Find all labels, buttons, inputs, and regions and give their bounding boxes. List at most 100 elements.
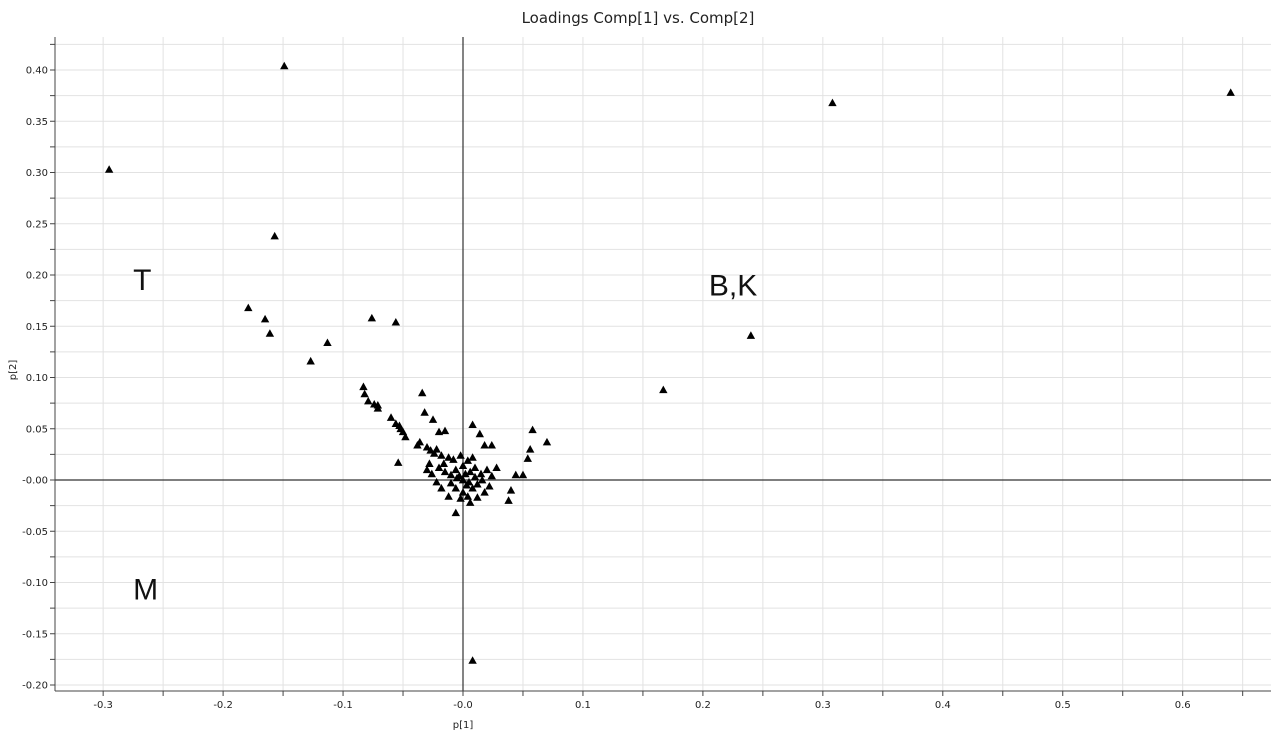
- region-label: M: [133, 574, 158, 607]
- data-point: [659, 385, 668, 394]
- y-tick-label: -0.20: [22, 681, 48, 692]
- data-point: [480, 440, 489, 449]
- data-point: [475, 429, 484, 438]
- data-point: [468, 656, 477, 664]
- data-point: [449, 455, 458, 463]
- data-point: [477, 475, 487, 484]
- data-point: [434, 463, 444, 472]
- data-point: [463, 492, 472, 500]
- data-point: [244, 303, 253, 312]
- x-tick-label: -0.0: [453, 700, 473, 711]
- data-point: [430, 449, 439, 457]
- data-point: [323, 338, 332, 347]
- region-label: B,K: [709, 269, 757, 302]
- data-point: [473, 479, 482, 488]
- x-tick-label: -0.3: [93, 700, 113, 711]
- data-point: [432, 445, 441, 453]
- y-tick-label: -0.05: [22, 527, 48, 538]
- data-point: [456, 494, 465, 502]
- data-point: [418, 388, 427, 397]
- data-point: [434, 427, 444, 436]
- data-point: [104, 165, 114, 173]
- x-tick-label: 0.2: [695, 700, 711, 711]
- x-axis-label: p[1]: [453, 720, 474, 731]
- data-point: [425, 459, 434, 467]
- data-point: [485, 481, 494, 490]
- y-tick-label: -0.00: [22, 476, 48, 487]
- data-point: [470, 472, 480, 481]
- data-point: [468, 453, 477, 461]
- data-points: [104, 61, 1235, 664]
- data-point: [518, 470, 528, 479]
- data-point: [394, 458, 403, 466]
- data-point: [511, 470, 520, 479]
- data-point: [386, 413, 396, 421]
- x-tick-label: -0.2: [213, 700, 233, 711]
- data-point: [444, 453, 453, 461]
- data-point: [523, 454, 532, 462]
- y-tick-label: -0.10: [22, 578, 48, 589]
- data-point: [439, 459, 449, 467]
- data-point: [458, 475, 468, 484]
- data-point: [473, 493, 482, 501]
- axis-ticks: -0.3 -0.2 -0.1 -0.0 0.1 0.2 0.3 0.4 0.5 0.6 0.40 0.…: [22, 43, 1244, 711]
- data-point: [364, 396, 373, 405]
- data-point: [451, 465, 461, 474]
- data-point: [462, 480, 471, 489]
- data-point: [455, 471, 464, 480]
- y-tick-label: 0.35: [26, 117, 48, 128]
- y-tick-label: -0.15: [22, 629, 48, 640]
- data-point: [506, 486, 516, 494]
- data-point: [465, 467, 475, 476]
- data-point: [476, 469, 486, 478]
- x-tick-label: 0.4: [935, 700, 951, 711]
- y-tick-label: 0.30: [26, 168, 48, 179]
- y-tick-label: 0.25: [26, 219, 48, 230]
- data-point: [487, 440, 496, 449]
- region-labels: T B,K M: [133, 264, 757, 607]
- y-tick-label: 0.20: [26, 271, 48, 282]
- data-point: [280, 61, 289, 70]
- data-point: [432, 477, 441, 486]
- data-point: [444, 492, 453, 500]
- y-tick-label: 0.10: [26, 373, 48, 384]
- data-point: [265, 329, 275, 337]
- grid-lines: [55, 37, 1271, 691]
- x-tick-label: 0.5: [1055, 700, 1071, 711]
- x-tick-label: -0.1: [333, 700, 353, 711]
- data-point: [413, 440, 422, 449]
- data-point: [437, 484, 446, 492]
- data-point: [270, 231, 279, 240]
- x-tick-label: 0.3: [815, 700, 831, 711]
- x-tick-label: 0.1: [575, 700, 591, 711]
- data-point: [426, 446, 435, 454]
- data-point: [482, 465, 492, 474]
- data-point: [468, 484, 477, 492]
- data-point: [422, 465, 432, 474]
- y-axis-label: p[2]: [8, 360, 19, 381]
- data-point: [456, 451, 465, 459]
- data-point: [542, 437, 552, 446]
- data-point: [504, 496, 513, 504]
- data-point: [746, 331, 756, 339]
- data-point: [468, 420, 477, 429]
- data-point: [828, 98, 837, 107]
- data-point: [360, 389, 369, 398]
- data-point: [440, 426, 450, 435]
- y-tick-label: 0.40: [26, 66, 48, 77]
- data-point: [528, 425, 537, 434]
- data-point: [427, 469, 437, 478]
- data-point: [463, 456, 472, 464]
- data-point: [461, 469, 470, 478]
- data-point: [260, 314, 270, 323]
- data-point: [492, 463, 501, 472]
- x-tick-label: 0.6: [1175, 700, 1191, 711]
- data-point: [480, 488, 489, 496]
- data-point: [470, 463, 480, 472]
- data-point: [367, 313, 377, 322]
- data-point: [458, 461, 468, 470]
- data-point: [446, 478, 456, 487]
- data-point: [525, 445, 535, 453]
- data-point: [359, 382, 368, 391]
- data-point: [428, 415, 438, 423]
